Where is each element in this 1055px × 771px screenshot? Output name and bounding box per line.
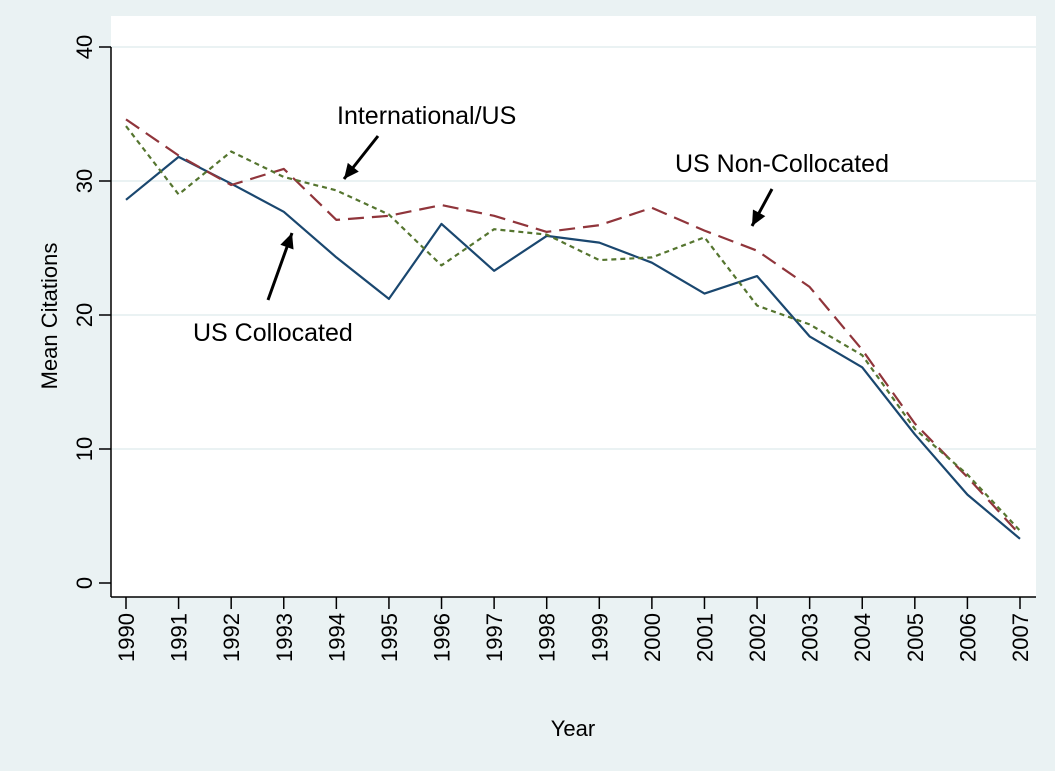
series-line-international-us xyxy=(125,125,1021,532)
series-line-us-collocated xyxy=(125,155,1021,540)
x-tick-label-2006: 2006 xyxy=(955,613,980,662)
x-tick-label-2002: 2002 xyxy=(745,613,770,662)
x-tick-label-1997: 1997 xyxy=(482,613,507,662)
x-tick-label-2005: 2005 xyxy=(903,613,928,662)
arrowhead-international xyxy=(344,162,359,179)
x-tick-label-1995: 1995 xyxy=(377,613,402,662)
x-tick-label-1992: 1992 xyxy=(219,613,244,662)
annotation-international: International/US xyxy=(337,102,516,130)
y-tick-label-10: 10 xyxy=(72,437,97,461)
y-tick-label-20: 20 xyxy=(72,303,97,327)
x-tick-label-1990: 1990 xyxy=(114,613,139,662)
x-tick-label-1998: 1998 xyxy=(535,613,560,662)
y-tick-label-40: 40 xyxy=(72,35,97,59)
x-tick-label-2007: 2007 xyxy=(1008,613,1033,662)
annotation-collocated: US Collocated xyxy=(193,319,353,347)
grid xyxy=(111,46,1036,450)
y-tick-label-0: 0 xyxy=(72,577,97,589)
y-axis-title: Mean Citations xyxy=(37,243,62,390)
x-tick-label-1994: 1994 xyxy=(324,613,349,662)
x-tick-label-1993: 1993 xyxy=(272,613,297,662)
y-tick-label-30: 30 xyxy=(72,169,97,193)
arrowhead-non-collocated xyxy=(752,209,766,226)
x-tick-label-1991: 1991 xyxy=(167,613,192,662)
x-tick-label-2004: 2004 xyxy=(850,613,875,662)
annotation-non-collocated: US Non-Collocated xyxy=(675,150,889,178)
x-tick-label-2001: 2001 xyxy=(692,613,717,662)
x-axis-title: Year xyxy=(551,716,595,741)
series-lines xyxy=(125,118,1021,540)
plot-area xyxy=(111,16,1036,597)
arrowhead-collocated xyxy=(280,233,294,250)
x-tick-label-2000: 2000 xyxy=(640,613,665,662)
x-tick-label-2003: 2003 xyxy=(798,613,823,662)
x-tick-label-1999: 1999 xyxy=(587,613,612,662)
x-tick-label-1996: 1996 xyxy=(430,613,455,662)
axes: 0 10 20 30 40 1990 1991 1992 1993 1994 1995 1996 199… xyxy=(72,35,1036,662)
